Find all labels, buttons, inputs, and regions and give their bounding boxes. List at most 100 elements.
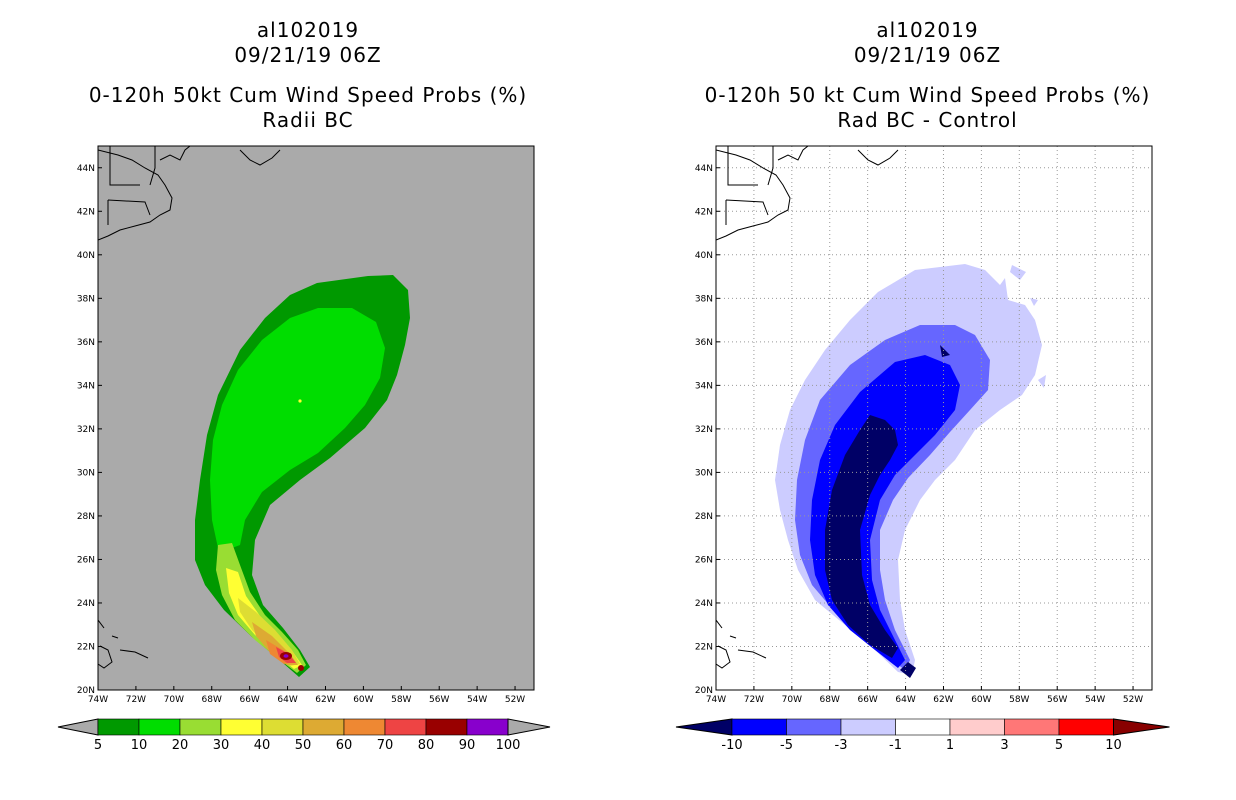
lon-label: 60W: [353, 695, 373, 705]
colorbar-label: 1: [946, 738, 954, 753]
lon-label: 52W: [1123, 695, 1143, 705]
lon-label: 56W: [1047, 695, 1067, 705]
right-diff-spot-4: [1030, 298, 1038, 306]
left-lat-labels: 44N 42N 40N 38N 36N 34N 32N 30N 28N 26N 24N 22N 20N: [77, 164, 102, 696]
colorbar-swatch: [949, 718, 1005, 736]
lat-label: 44N: [77, 164, 95, 174]
lon-label: 56W: [429, 695, 449, 705]
lon-label: 68W: [202, 695, 222, 705]
lat-label: 36N: [77, 338, 95, 348]
colorbar-label: 5: [94, 738, 102, 753]
lat-label: 32N: [695, 425, 713, 435]
colorbar-label: -3: [835, 738, 848, 753]
lat-label: 40N: [77, 251, 95, 261]
lat-label: 28N: [695, 512, 713, 522]
lon-label: 64W: [895, 695, 915, 705]
colorbar-over-arrow: [1113, 718, 1170, 736]
left-chart-subtitle: Radii BC: [262, 108, 354, 132]
colorbar-swatch: [840, 718, 896, 736]
lon-label: 72W: [126, 695, 146, 705]
lon-label: 58W: [1009, 695, 1029, 705]
lat-label: 28N: [77, 512, 95, 522]
right-diff-contour-minus10: [825, 415, 898, 658]
colorbar-swatch: [1058, 718, 1114, 736]
left-map-panel: 44N42N40N38N36N34N32N30N28N26N24N22N20N …: [57, 145, 551, 753]
lat-label: 30N: [77, 468, 95, 478]
colorbar-swatch: [731, 718, 787, 736]
lat-label: 26N: [695, 555, 713, 565]
colorbar-swatch: [97, 718, 140, 736]
right-map-grid: [716, 146, 1152, 690]
colorbar-over-arrow: [507, 718, 551, 736]
lon-label: 64W: [277, 695, 297, 705]
lon-label: 68W: [820, 695, 840, 705]
lat-label: 38N: [695, 294, 713, 304]
colorbar-label: 50: [295, 738, 312, 753]
right-lat-labels: 44N 42N 40N 38N 36N 34N 32N 30N 28N 26N 24N 22N 20N: [695, 164, 720, 696]
colorbar-under-arrow: [675, 718, 733, 736]
lon-label: 66W: [239, 695, 259, 705]
lat-label: 24N: [77, 599, 95, 609]
colorbar-label: 5: [1055, 738, 1063, 753]
left-prob-contour-10: [210, 308, 385, 548]
lon-label: 60W: [971, 695, 991, 705]
colorbar-label: 90: [459, 738, 476, 753]
colorbar-label: -5: [780, 738, 793, 753]
lat-label: 42N: [695, 207, 713, 217]
lat-label: 34N: [77, 381, 95, 391]
lat-label: 34N: [695, 381, 713, 391]
right-datetime: 09/21/19 06Z: [853, 43, 1002, 67]
lat-label: 20N: [695, 686, 713, 696]
colorbar-swatch: [138, 718, 181, 736]
lat-label: 24N: [695, 599, 713, 609]
lat-label: 30N: [695, 468, 713, 478]
colorbar-swatch: [1004, 718, 1060, 736]
right-chart-title: 0-120h 50 kt Cum Wind Speed Probs (%): [704, 83, 1151, 107]
colorbar-swatch: [466, 718, 509, 736]
right-coastline: [716, 146, 899, 669]
colorbar-swatch: [384, 718, 427, 736]
right-lon-labels: 74W 72W 70W 68W 66W 64W 62W 60W 58W 56W 54W 52W: [706, 686, 1143, 705]
lat-label: 32N: [77, 425, 95, 435]
right-chart-subtitle: Rad BC - Control: [837, 108, 1018, 132]
colorbar-swatch: [302, 718, 345, 736]
lat-label: 22N: [77, 642, 95, 652]
lon-label: 58W: [391, 695, 411, 705]
right-diff-spot-2: [1010, 265, 1026, 280]
lat-label: 44N: [695, 164, 713, 174]
colorbar-label: 70: [377, 738, 394, 753]
left-lon-labels: 74W 72W 70W 68W 66W 64W 62W 60W 58W 56W 54W 52W: [88, 686, 525, 705]
lon-label: 54W: [1085, 695, 1105, 705]
colorbar-label: -10: [721, 738, 742, 753]
left-chart-title: 0-120h 50kt Cum Wind Speed Probs (%): [88, 83, 528, 107]
lat-label: 26N: [77, 555, 95, 565]
colorbar-under-arrow: [57, 718, 99, 736]
colorbar-label: 80: [418, 738, 435, 753]
colorbar-swatch: [179, 718, 222, 736]
colorbar-label: 40: [254, 738, 271, 753]
colorbar-swatch: [220, 718, 263, 736]
colorbar-swatch: [261, 718, 304, 736]
left-datetime: 09/21/19 06Z: [234, 43, 382, 67]
lon-label: 70W: [782, 695, 802, 705]
colorbar-swatch: [343, 718, 386, 736]
colorbar-label: 10: [131, 738, 148, 753]
lon-label: 54W: [467, 695, 487, 705]
right-diff-peak: [900, 662, 916, 678]
colorbar-label: 10: [1105, 738, 1122, 753]
right-storm-id: al102019: [876, 18, 979, 42]
lat-label: 40N: [695, 251, 713, 261]
right-map-panel: 44N42N40N38N36N34N32N30N28N26N24N22N20N …: [675, 145, 1170, 753]
left-colorbar: 5 10 20 30 40 50 60 70 80 90 100: [57, 718, 551, 753]
lon-label: 74W: [88, 695, 108, 705]
colorbar-label: 60: [336, 738, 353, 753]
left-storm-id: al102019: [256, 18, 360, 42]
colorbar-swatch: [895, 718, 951, 736]
left-panel-title-block: al102019 09/21/19 06Z 0-120h 50kt Cum Wi…: [58, 18, 558, 133]
right-map-frame: [715, 145, 1153, 691]
colorbar-label: -1: [889, 738, 902, 753]
right-diff-spot-3: [1038, 375, 1046, 388]
lon-label: 62W: [933, 695, 953, 705]
left-prob-peak: [298, 665, 304, 671]
lon-label: 74W: [706, 695, 726, 705]
